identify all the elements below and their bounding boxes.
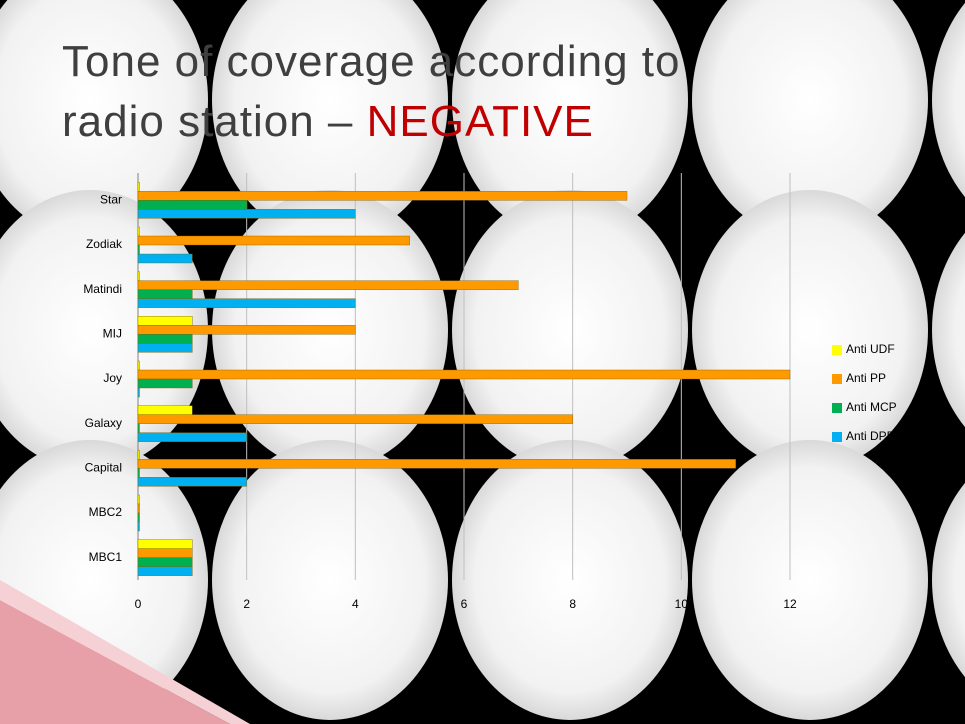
bar xyxy=(137,539,193,549)
bar xyxy=(137,512,140,523)
bar xyxy=(137,316,193,326)
y-tick-label: MIJ xyxy=(103,327,122,341)
bar xyxy=(137,235,410,246)
y-tick-label: Capital xyxy=(85,461,122,475)
legend-label: Anti MCP xyxy=(846,400,897,414)
y-tick-label: Matindi xyxy=(83,282,122,296)
bar xyxy=(137,253,193,264)
bar xyxy=(137,182,140,192)
background-ellipse xyxy=(212,0,448,240)
x-tick-label: 2 xyxy=(243,597,250,611)
title-emphasis: NEGATIVE xyxy=(366,97,594,146)
background-ellipse xyxy=(932,2,965,198)
legend-label: Anti UDF xyxy=(846,342,895,356)
background-ellipse xyxy=(932,482,965,678)
legend-swatch xyxy=(832,374,842,384)
bar xyxy=(137,521,140,532)
bar xyxy=(137,414,573,424)
page-number: 1 xyxy=(926,692,933,706)
background-ellipse xyxy=(452,440,688,720)
x-tick-label: 10 xyxy=(675,597,689,611)
bar xyxy=(137,494,140,505)
legend-swatch xyxy=(832,432,842,442)
bar xyxy=(137,325,356,335)
bar xyxy=(137,432,247,442)
bar xyxy=(137,200,247,210)
bar xyxy=(137,244,140,255)
bar xyxy=(137,289,193,299)
background-ellipse xyxy=(692,0,928,240)
legend-swatch xyxy=(832,345,842,355)
bar xyxy=(137,468,140,478)
legend-label: Anti DPP xyxy=(846,429,895,443)
bar xyxy=(137,450,140,460)
bar xyxy=(137,557,193,567)
x-tick-label: 0 xyxy=(135,597,142,611)
bar xyxy=(137,405,193,415)
corner-decoration xyxy=(0,580,250,724)
x-tick-label: 12 xyxy=(783,597,797,611)
bar xyxy=(137,378,193,389)
footer: RADI xyxy=(668,692,697,706)
background-ellipse xyxy=(452,0,688,240)
x-tick-label: 8 xyxy=(569,597,576,611)
bar xyxy=(137,360,140,371)
y-tick-label: Zodiak xyxy=(86,237,123,251)
bar xyxy=(137,271,140,281)
x-tick-label: 4 xyxy=(352,597,359,611)
legend-swatch xyxy=(832,403,842,413)
bar xyxy=(137,477,247,487)
bar xyxy=(137,548,193,558)
bar xyxy=(137,369,791,380)
bar xyxy=(137,566,193,576)
bar xyxy=(137,226,140,237)
y-tick-label: Star xyxy=(100,193,122,207)
bar xyxy=(137,503,140,514)
bar xyxy=(137,209,356,219)
y-tick-label: MBC1 xyxy=(89,550,123,564)
background-ellipse xyxy=(452,190,688,470)
background-ellipse xyxy=(0,0,208,240)
y-tick-label: Joy xyxy=(103,371,122,385)
background-ellipse xyxy=(692,190,928,470)
bar xyxy=(137,280,519,290)
bar xyxy=(137,459,736,469)
bar xyxy=(137,334,193,344)
bar xyxy=(137,343,193,353)
bar xyxy=(137,387,140,398)
bar xyxy=(137,191,628,201)
bar xyxy=(137,423,140,433)
background-ellipse xyxy=(932,232,965,428)
title-text: Tone of coverage according to radio stat… xyxy=(62,37,681,146)
y-tick-label: MBC2 xyxy=(89,505,123,519)
legend-label: Anti PP xyxy=(846,371,886,385)
slide-title: Tone of coverage according to radio stat… xyxy=(62,32,782,152)
background-ellipse xyxy=(692,440,928,720)
bar xyxy=(137,298,356,308)
background-ellipse xyxy=(212,440,448,720)
y-tick-label: Galaxy xyxy=(85,416,122,430)
x-tick-label: 6 xyxy=(461,597,468,611)
